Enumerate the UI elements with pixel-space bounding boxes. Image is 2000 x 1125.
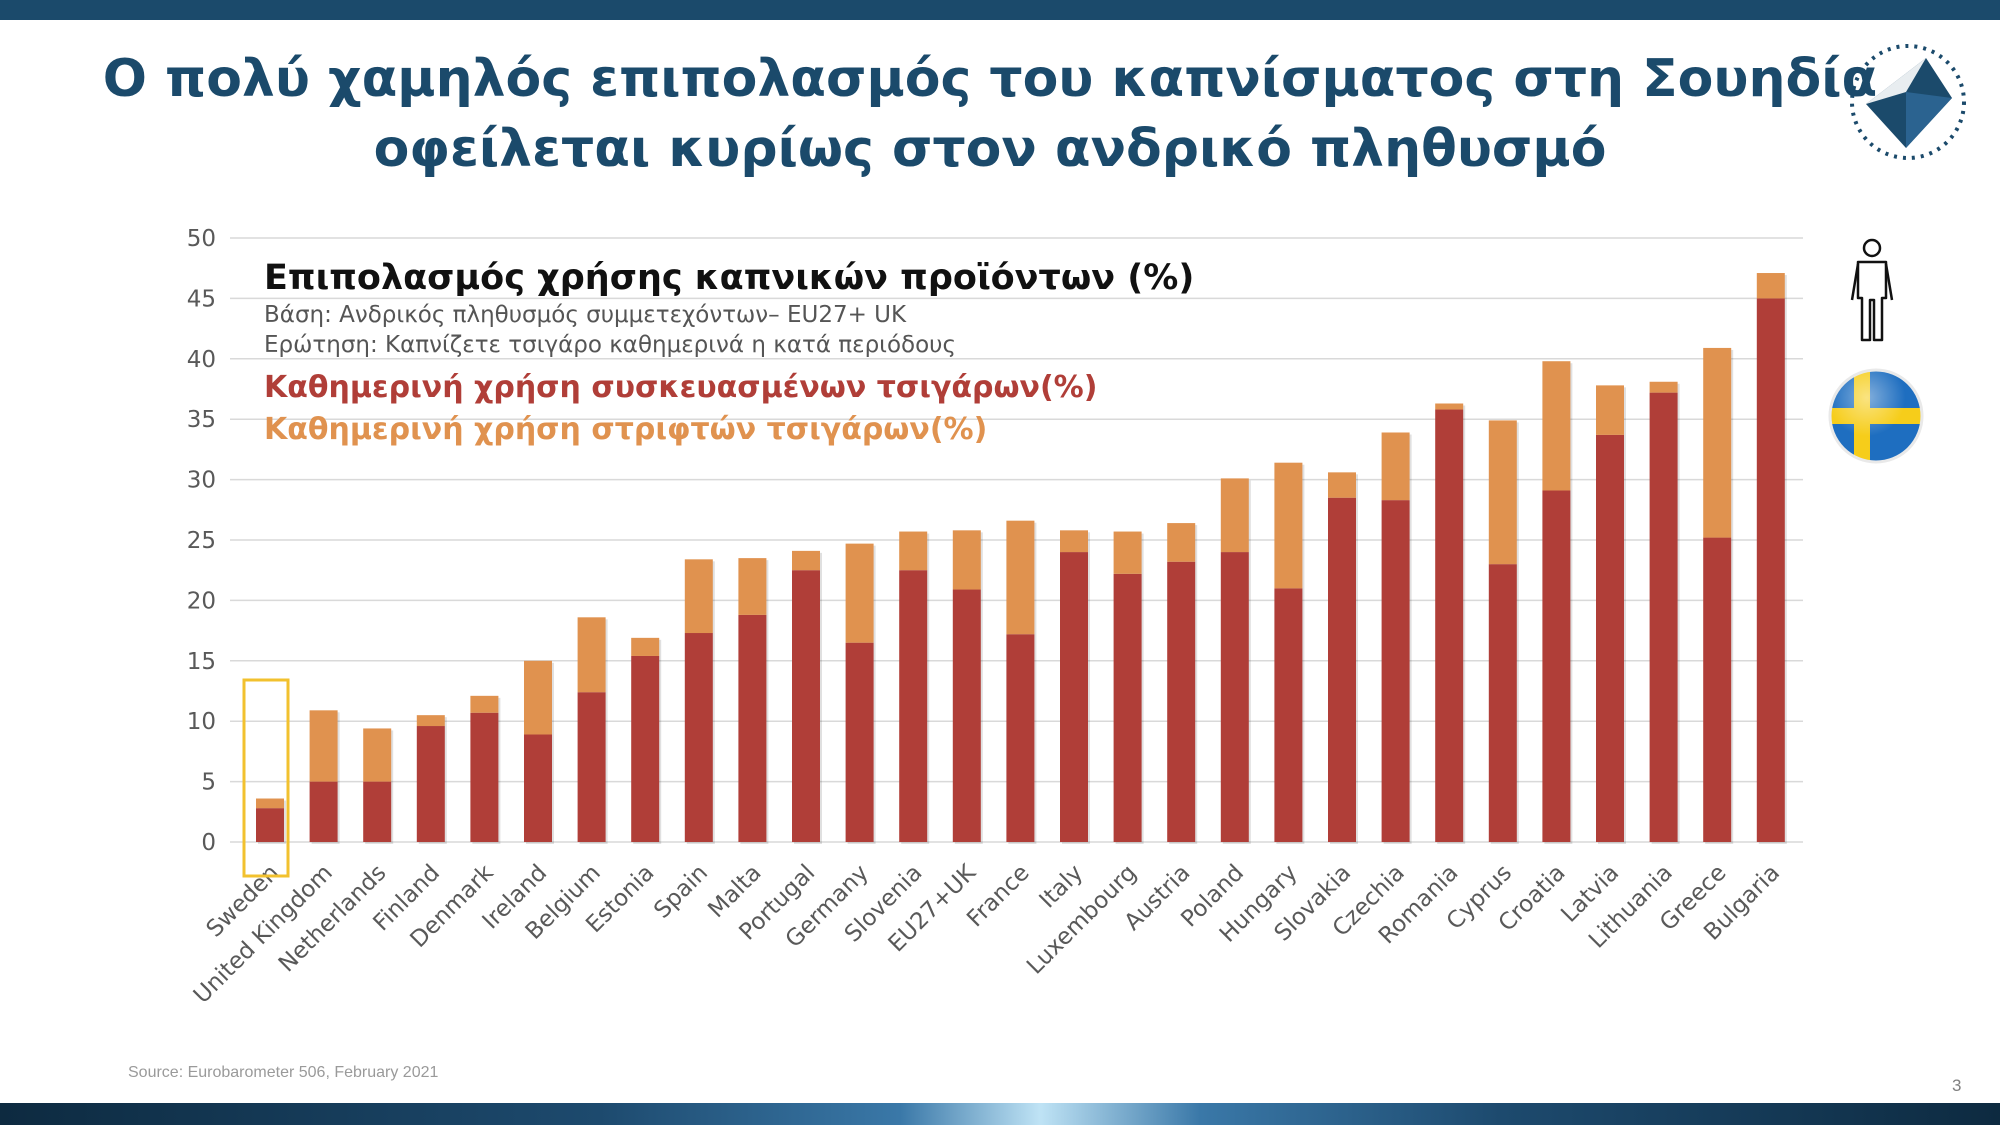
chart-title: Επιπολασμός χρήσης καπνικών προϊόντων (%…: [264, 258, 1195, 298]
bar-daily-rolled: [1113, 531, 1142, 574]
bar-daily-rolled: [952, 530, 981, 590]
bar-daily-rolled: [363, 728, 392, 782]
bar-daily-packaged: [470, 712, 499, 842]
bar-daily-packaged: [952, 589, 981, 842]
bar-daily-packaged: [256, 808, 284, 842]
chart-subtitle-base: Βάση: Ανδρικός πληθυσμός συμμετεχόντων– …: [264, 302, 907, 328]
bar-daily-packaged: [1756, 298, 1785, 842]
y-tick-label: 20: [187, 588, 216, 614]
bar-daily-packaged: [631, 655, 660, 842]
bar-daily-rolled: [1167, 523, 1196, 562]
bar-daily-rolled: [1596, 385, 1624, 435]
slide-title-line-2: οφείλεται κυρίως στον ανδρικό πληθυσμό: [373, 119, 1607, 179]
y-tick-label: 10: [187, 709, 216, 735]
bar-daily-packaged: [1060, 552, 1088, 842]
bar-daily-rolled: [1328, 472, 1356, 498]
bar-daily-rolled: [1703, 347, 1732, 538]
bar-daily-packaged: [309, 781, 338, 842]
bar-daily-packaged: [1328, 497, 1356, 842]
bar-daily-packaged: [577, 692, 606, 842]
y-tick-label: 45: [187, 286, 216, 312]
bar-daily-packaged: [1488, 564, 1517, 842]
y-tick-label: 5: [201, 770, 216, 796]
header-bar: [0, 0, 2000, 20]
logo-icon: [1850, 44, 1966, 160]
bar-daily-packaged: [1167, 561, 1196, 842]
bar-daily-rolled: [684, 559, 713, 634]
bar-daily-packaged: [1274, 588, 1303, 842]
y-tick-label: 50: [187, 226, 216, 252]
bar-daily-rolled: [792, 550, 820, 571]
y-tick-label: 25: [187, 528, 216, 554]
y-tick-label: 0: [201, 830, 216, 856]
bar-daily-rolled: [1542, 361, 1571, 491]
bar-daily-packaged: [1703, 537, 1732, 842]
y-tick-label: 15: [187, 649, 216, 675]
slide-title-line-1: Ο πολύ χαμηλός επιπολασμός του καπνίσματ…: [102, 49, 1878, 109]
bar-daily-rolled: [309, 710, 338, 782]
legend-daily-rolled: Καθημερινή χρήση στριφτών τσιγάρων(%): [264, 412, 988, 447]
bar-daily-rolled: [1488, 420, 1517, 565]
footer-bar: [0, 1103, 2000, 1125]
bar-daily-rolled: [738, 558, 767, 615]
bar-daily-rolled: [1649, 381, 1678, 393]
bar-daily-packaged: [845, 642, 874, 842]
bar-daily-packaged: [1542, 490, 1571, 842]
legend-daily-packaged: Καθημερινή χρήση συσκευασμένων τσιγάρων(…: [264, 370, 1098, 405]
y-tick-label: 35: [187, 407, 216, 433]
bar-daily-packaged: [1435, 409, 1464, 842]
bar-daily-packaged: [738, 614, 767, 842]
y-tick-label: 40: [187, 347, 216, 373]
bar-daily-rolled: [1220, 478, 1249, 553]
bar-daily-packaged: [1381, 500, 1410, 842]
source-note: Source: Eurobarometer 506, February 2021: [128, 1064, 439, 1081]
bar-daily-rolled: [416, 715, 445, 727]
bar-daily-rolled: [1006, 520, 1035, 635]
sweden-highlight-box: [242, 678, 290, 878]
bar-daily-packaged: [524, 734, 552, 842]
bar-daily-rolled: [845, 543, 874, 643]
bar-daily-rolled: [1060, 530, 1088, 553]
bar-daily-packaged: [1220, 552, 1249, 842]
bar-daily-packaged: [416, 726, 445, 842]
bar-daily-rolled: [1381, 432, 1410, 501]
slide-title: Ο πολύ χαμηλός επιπολασμός του καπνίσματ…: [40, 44, 1940, 184]
x-tick-label: Spain: [649, 860, 713, 924]
page-number: 3: [1952, 1076, 1962, 1095]
bar-daily-packaged: [363, 781, 392, 842]
sweden-flag-icon: [1828, 368, 1924, 464]
bar-daily-rolled: [899, 531, 928, 571]
bar-daily-rolled: [470, 695, 499, 713]
bar-daily-packaged: [792, 570, 820, 842]
bar-daily-packaged: [1113, 573, 1142, 842]
person-icon: [1850, 238, 1894, 342]
bar-daily-packaged: [684, 633, 713, 842]
bar-daily-rolled: [256, 798, 284, 809]
bar-daily-packaged: [1596, 434, 1624, 842]
bar-daily-packaged: [1649, 392, 1678, 842]
bar-daily-packaged: [1006, 634, 1035, 842]
bar-daily-rolled: [1435, 403, 1464, 410]
bar-daily-rolled: [1274, 462, 1303, 589]
chart-subtitle-question: Ερώτηση: Καπνίζετε τσιγάρο καθημερινά η …: [264, 332, 956, 358]
bar-daily-rolled: [577, 617, 606, 693]
bar-daily-rolled: [1756, 273, 1785, 299]
bar-daily-packaged: [899, 570, 928, 842]
bar-daily-rolled: [631, 637, 660, 656]
bar-daily-rolled: [524, 660, 552, 735]
y-tick-label: 30: [187, 468, 216, 494]
